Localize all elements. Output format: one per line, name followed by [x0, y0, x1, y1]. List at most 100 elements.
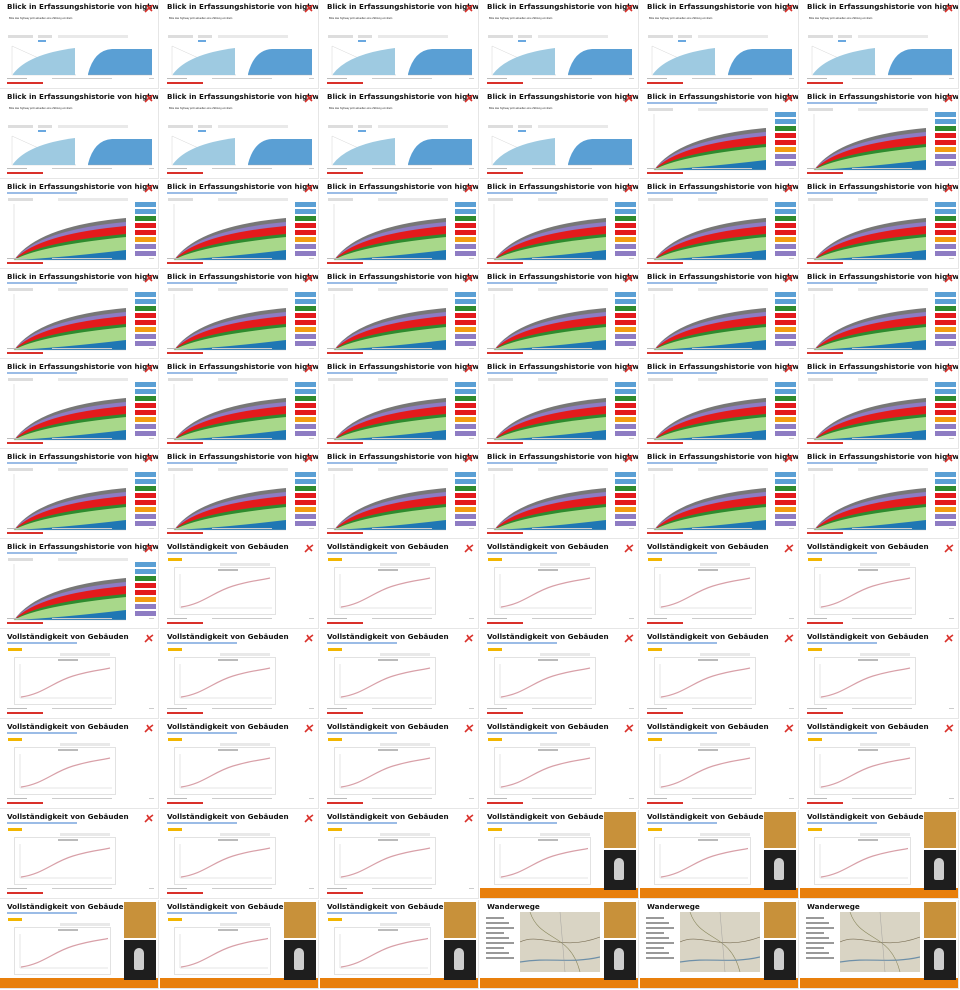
- slide-thumbnail[interactable]: Blick in Erfassungshistorie von highway=…: [320, 360, 479, 449]
- slide-thumbnail[interactable]: Vollständigkeit von Gebäuden: [800, 630, 959, 719]
- slide-thumbnail[interactable]: Vollständigkeit von Gebäuden: [800, 720, 959, 809]
- slide-thumbnail[interactable]: Blick in Erfassungshistorie von highway=…: [160, 180, 319, 269]
- slide-thumbnail[interactable]: Blick in Erfassungshistorie von highway=…: [0, 270, 159, 359]
- subtitle-link: [647, 552, 717, 554]
- slide-thumbnail[interactable]: Blick in Erfassungshistorie von highway=…: [480, 450, 639, 539]
- subtitle-link: [807, 282, 877, 284]
- slide-thumbnail[interactable]: Blick in Erfassungshistorie von highway=…: [640, 90, 799, 179]
- slide-thumbnail[interactable]: Vollständigkeit von Gebäuden: [480, 540, 639, 629]
- footer-accent-line: [327, 712, 363, 714]
- bullet-line: [486, 957, 514, 959]
- slide-thumbnail[interactable]: Vollständigkeit von Gebäuden: [0, 720, 159, 809]
- stack-layer: [654, 250, 766, 260]
- slide-thumbnail[interactable]: Blick in Erfassungshistorie von highway=…: [0, 90, 159, 179]
- footer-source: [7, 168, 27, 169]
- slide-thumbnail[interactable]: Blick in Erfassungshistorie von highway=…: [800, 450, 959, 539]
- slide-thumbnail[interactable]: Blick in Erfassungshistorie von highway=…: [800, 360, 959, 449]
- slide-thumbnail[interactable]: Blick in Erfassungshistorie von highway=…: [0, 360, 159, 449]
- bullet-line: [486, 937, 509, 939]
- slide-thumbnail[interactable]: Blick in Erfassungshistorie von highway=…: [0, 540, 159, 629]
- slide-thumbnail[interactable]: Vollständigkeit von Gebäuden: [480, 810, 639, 899]
- slide-thumbnail[interactable]: Vollständigkeit von Gebäuden: [480, 720, 639, 809]
- label-tag: [328, 648, 342, 651]
- slide-thumbnail[interactable]: Blick in Erfassungshistorie von highway=…: [800, 270, 959, 359]
- slide-title: Blick in Erfassungshistorie von highway=…: [487, 272, 639, 281]
- slide-thumbnail[interactable]: Blick in Erfassungshistorie von highway=…: [480, 360, 639, 449]
- slide-thumbnail[interactable]: Blick in Erfassungshistorie von highway=…: [0, 0, 159, 89]
- legend-swatch: [295, 417, 316, 422]
- footer-accent-line: [807, 172, 843, 174]
- slide-thumbnail[interactable]: Vollständigkeit von Gebäuden: [640, 540, 799, 629]
- slide-thumbnail[interactable]: Blick in Erfassungshistorie von highway=…: [480, 270, 639, 359]
- slide-thumbnail[interactable]: Blick in Erfassungshistorie von highway=…: [640, 450, 799, 539]
- slide-thumbnail[interactable]: Vollständigkeit von Gebäuden: [0, 810, 159, 899]
- slide-thumbnail[interactable]: Blick in Erfassungshistorie von highway=…: [800, 0, 959, 89]
- legend-swatch: [135, 320, 156, 325]
- slide-thumbnail[interactable]: Blick in Erfassungshistorie von highway=…: [480, 90, 639, 179]
- slide-thumbnail[interactable]: Vollständigkeit von Gebäuden: [480, 630, 639, 719]
- slide-thumbnail[interactable]: Vollständigkeit von Gebäuden: [160, 810, 319, 899]
- slide-thumbnail[interactable]: Blick in Erfassungshistorie von highway=…: [640, 180, 799, 269]
- area-chart-right: [408, 49, 472, 76]
- slide-thumbnail[interactable]: Vollständigkeit von Gebäuden: [640, 810, 799, 899]
- slide-thumbnail[interactable]: Vollständigkeit von Gebäuden: [0, 900, 159, 989]
- slide-thumbnail[interactable]: Blick in Erfassungshistorie von highway=…: [0, 450, 159, 539]
- chart-frame: [654, 657, 756, 705]
- slide-thumbnail[interactable]: Blick in Erfassungshistorie von highway=…: [480, 0, 639, 89]
- slide-thumbnail[interactable]: Vollständigkeit von Gebäuden: [160, 630, 319, 719]
- slide-thumbnail[interactable]: Wanderwege: [640, 900, 799, 989]
- slide-thumbnail[interactable]: Vollständigkeit von Gebäuden: [640, 630, 799, 719]
- slide-thumbnail[interactable]: Vollständigkeit von Gebäuden: [320, 720, 479, 809]
- slide-thumbnail[interactable]: Blick in Erfassungshistorie von highway=…: [320, 0, 479, 89]
- slide-thumbnail[interactable]: Wanderwege: [800, 900, 959, 989]
- footer-caption: [372, 348, 432, 349]
- slide-thumbnail[interactable]: Blick in Erfassungshistorie von highway=…: [160, 360, 319, 449]
- slide-thumbnail[interactable]: Blick in Erfassungshistorie von highway=…: [320, 90, 479, 179]
- legend-swatch: [935, 299, 956, 304]
- slide-title: Blick in Erfassungshistorie von highway=…: [487, 2, 639, 11]
- slide-thumbnail[interactable]: Blick in Erfassungshistorie von highway=…: [800, 180, 959, 269]
- subtitle-link: [7, 822, 77, 824]
- legend-mid: [518, 125, 532, 128]
- slide-thumbnail[interactable]: Wanderwege: [480, 900, 639, 989]
- slide-thumbnail[interactable]: Vollständigkeit von Gebäuden: [320, 900, 479, 989]
- speaker-video: [604, 940, 636, 980]
- slide-thumbnail[interactable]: Blick in Erfassungshistorie von highway=…: [160, 450, 319, 539]
- legend-right: [380, 563, 430, 566]
- slide-thumbnail[interactable]: Blick in Erfassungshistorie von highway=…: [160, 270, 319, 359]
- slide-thumbnail[interactable]: Vollständigkeit von Gebäuden: [320, 540, 479, 629]
- stacked-area-chart: [813, 384, 926, 441]
- slide-thumbnail[interactable]: Vollständigkeit von Gebäuden: [160, 900, 319, 989]
- slide-thumbnail[interactable]: Blick in Erfassungshistorie von highway=…: [160, 90, 319, 179]
- slide-thumbnail[interactable]: Blick in Erfassungshistorie von highway=…: [480, 180, 639, 269]
- slide-thumbnail[interactable]: Vollständigkeit von Gebäuden: [160, 720, 319, 809]
- legend-swatch: [775, 244, 796, 249]
- subtitle-link: [7, 732, 77, 734]
- footer-accent-line: [327, 172, 363, 174]
- legend-swatch: [775, 119, 796, 124]
- slide-thumbnail[interactable]: Blick in Erfassungshistorie von highway=…: [320, 450, 479, 539]
- slide-thumbnail[interactable]: Blick in Erfassungshistorie von highway=…: [160, 0, 319, 89]
- footer-page-number: [789, 618, 794, 619]
- slide-thumbnail[interactable]: Blick in Erfassungshistorie von highway=…: [320, 180, 479, 269]
- slide-thumbnail[interactable]: Vollständigkeit von Gebäuden: [0, 630, 159, 719]
- slide-thumbnail[interactable]: Vollständigkeit von Gebäuden: [800, 810, 959, 899]
- slide-thumbnail[interactable]: Blick in Erfassungshistorie von highway=…: [0, 180, 159, 269]
- logo-icon: [144, 184, 154, 193]
- slide-thumbnail[interactable]: Vollständigkeit von Gebäuden: [320, 810, 479, 899]
- slide-thumbnail[interactable]: Blick in Erfassungshistorie von highway=…: [320, 270, 479, 359]
- footer-page-number: [629, 708, 634, 709]
- bullet-line: [486, 927, 514, 929]
- slide-thumbnail[interactable]: Blick in Erfassungshistorie von highway=…: [800, 90, 959, 179]
- slide-thumbnail[interactable]: Vollständigkeit von Gebäuden: [160, 540, 319, 629]
- slide-thumbnail[interactable]: Blick in Erfassungshistorie von highway=…: [640, 270, 799, 359]
- slide-thumbnail[interactable]: Blick in Erfassungshistorie von highway=…: [640, 360, 799, 449]
- slide-thumbnail[interactable]: Vollständigkeit von Gebäuden: [800, 540, 959, 629]
- legend-swatch: [295, 334, 316, 339]
- legend-right: [220, 923, 270, 926]
- legend-swatch: [615, 507, 636, 512]
- legend-swatch: [775, 223, 796, 228]
- slide-thumbnail[interactable]: Blick in Erfassungshistorie von highway=…: [640, 0, 799, 89]
- slide-thumbnail[interactable]: Vollständigkeit von Gebäuden: [640, 720, 799, 809]
- slide-thumbnail[interactable]: Vollständigkeit von Gebäuden: [320, 630, 479, 719]
